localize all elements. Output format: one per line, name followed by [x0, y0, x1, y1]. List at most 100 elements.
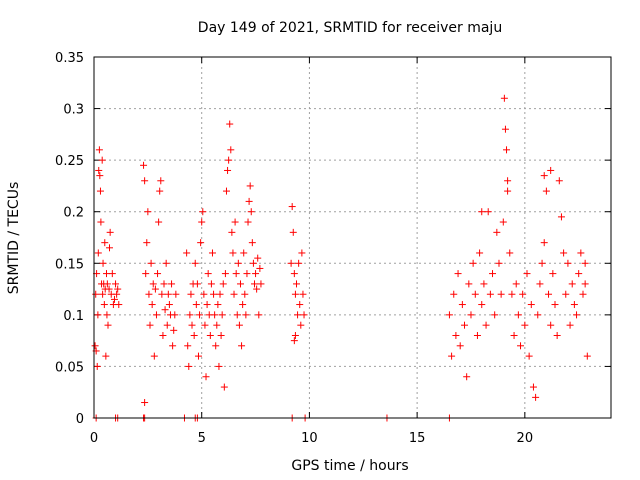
data-point: [445, 311, 453, 319]
data-point: [538, 259, 546, 267]
data-point: [149, 280, 157, 288]
data-point: [103, 280, 111, 288]
data-point: [579, 290, 587, 298]
data-point: [186, 311, 194, 319]
data-point: [141, 177, 149, 185]
x-tick-label: 20: [517, 431, 534, 446]
data-point: [140, 161, 148, 169]
data-point: [547, 166, 555, 174]
data-point: [145, 290, 153, 298]
data-point: [218, 311, 226, 319]
data-point: [480, 280, 488, 288]
data-point: [160, 280, 168, 288]
data-point: [291, 290, 299, 298]
x-tick-label: 15: [409, 431, 426, 446]
data-point: [204, 270, 212, 278]
data-point: [152, 311, 160, 319]
data-point: [238, 342, 246, 350]
data-point: [102, 352, 110, 360]
data-point: [106, 228, 114, 236]
data-point: [94, 311, 102, 319]
data-point: [215, 362, 223, 370]
data-point: [199, 208, 207, 216]
data-point: [295, 259, 303, 267]
data-point: [247, 208, 255, 216]
data-point: [549, 270, 557, 278]
data-point: [169, 342, 177, 350]
data-point: [161, 306, 169, 314]
data-point: [240, 249, 248, 257]
data-point: [192, 301, 200, 309]
data-point: [219, 280, 227, 288]
data-point: [504, 187, 512, 195]
data-point: [517, 342, 525, 350]
data-point: [551, 301, 559, 309]
data-point: [581, 280, 589, 288]
data-points: [91, 94, 591, 422]
data-point: [108, 270, 116, 278]
data-point: [202, 373, 210, 381]
data-point: [216, 290, 224, 298]
data-point: [501, 125, 509, 133]
data-point: [299, 290, 307, 298]
data-point: [508, 290, 516, 298]
chart-title: Day 149 of 2021, SRMTID for receiver maj…: [198, 20, 502, 36]
data-point: [225, 156, 233, 164]
data-point: [234, 259, 242, 267]
data-point: [454, 270, 462, 278]
data-point: [232, 270, 240, 278]
data-point: [581, 259, 589, 267]
data-point: [553, 331, 561, 339]
data-point: [250, 280, 258, 288]
data-point: [212, 342, 220, 350]
data-point: [562, 290, 570, 298]
data-point: [491, 311, 499, 319]
data-point: [221, 270, 229, 278]
data-point: [165, 301, 173, 309]
data-point: [478, 301, 486, 309]
data-point: [456, 342, 464, 350]
data-point: [171, 311, 179, 319]
data-point: [214, 301, 222, 309]
data-point: [147, 259, 155, 267]
data-point: [143, 239, 151, 247]
data-point: [98, 156, 106, 164]
data-point: [523, 270, 531, 278]
data-point: [560, 249, 568, 257]
data-point: [300, 311, 308, 319]
data-point: [547, 321, 555, 329]
data-point: [210, 290, 218, 298]
data-point: [97, 218, 105, 226]
data-point: [226, 120, 234, 128]
grid: [94, 57, 611, 418]
data-point: [298, 249, 306, 257]
data-point: [525, 352, 533, 360]
data-point: [519, 290, 527, 298]
data-point: [529, 383, 537, 391]
y-tick-label: 0.2: [63, 206, 84, 221]
data-point: [296, 301, 304, 309]
data-point: [227, 146, 235, 154]
data-point: [288, 203, 296, 211]
data-point: [200, 290, 208, 298]
x-tick-label: 5: [198, 431, 206, 446]
data-point: [158, 290, 166, 298]
data-point: [172, 290, 180, 298]
data-point: [115, 301, 123, 309]
data-point: [512, 280, 520, 288]
data-point: [99, 259, 107, 267]
data-point: [294, 311, 302, 319]
data-point: [532, 393, 540, 401]
data-point: [503, 146, 511, 154]
data-point: [497, 290, 505, 298]
data-point: [290, 270, 298, 278]
data-point: [253, 285, 261, 293]
data-point: [103, 311, 111, 319]
data-point: [243, 270, 251, 278]
data-point: [185, 362, 193, 370]
data-point: [141, 399, 149, 407]
data-point: [231, 218, 239, 226]
data-point: [291, 331, 299, 339]
data-point: [206, 331, 214, 339]
